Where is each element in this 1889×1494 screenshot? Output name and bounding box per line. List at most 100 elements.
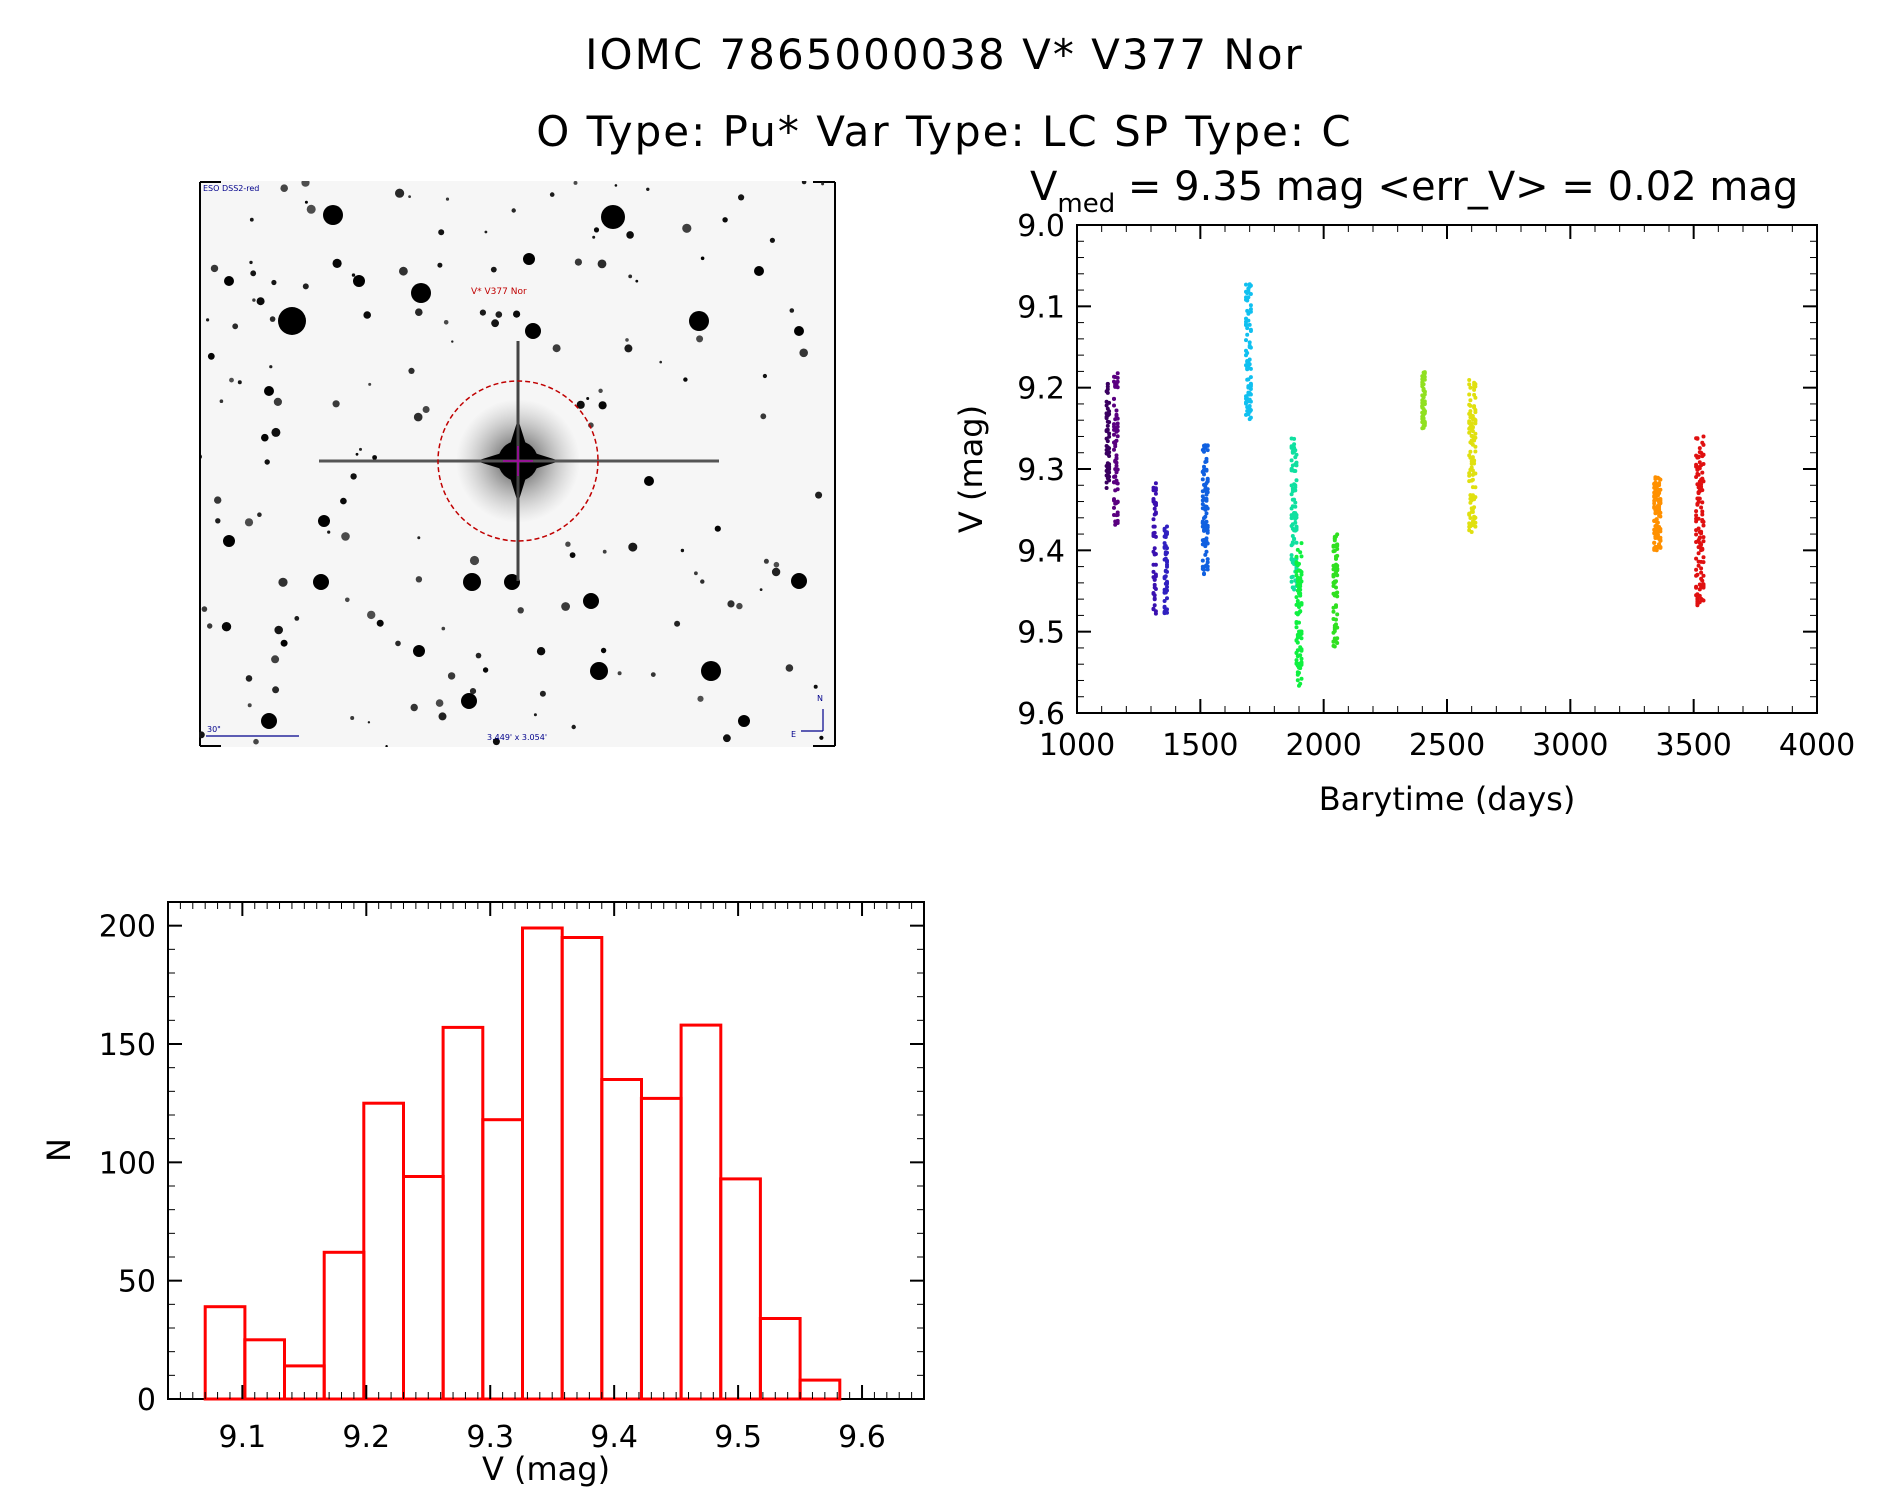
light-curve-point xyxy=(1293,469,1298,473)
light-curve-point xyxy=(1151,606,1156,611)
field-star xyxy=(207,623,213,629)
light-curve-point xyxy=(1205,564,1210,569)
light-curve-point xyxy=(1422,374,1427,379)
light-curve-point xyxy=(1204,536,1209,541)
light-curve-point xyxy=(1114,463,1119,468)
light-curve-point xyxy=(1246,318,1251,323)
light-curve-point xyxy=(1467,382,1472,387)
field-star xyxy=(700,579,705,584)
light-curve-point xyxy=(1200,519,1205,524)
light-curve-point xyxy=(1655,520,1660,525)
field-star xyxy=(523,253,535,265)
light-curve-point xyxy=(1114,438,1119,443)
light-curve-point xyxy=(1700,500,1705,505)
light-curve-point xyxy=(1701,585,1706,590)
light-curve-point xyxy=(1295,640,1300,645)
field-star xyxy=(214,496,222,504)
light-curve-point xyxy=(1244,282,1248,287)
light-curve-point xyxy=(1245,351,1250,355)
field-star xyxy=(271,655,280,664)
x-tick-label: 9.5 xyxy=(714,1420,762,1455)
field-star xyxy=(482,667,489,673)
light-curve-point xyxy=(1697,446,1702,451)
light-curve-point xyxy=(1473,471,1478,476)
light-curve-point xyxy=(1468,516,1473,520)
light-curve-point xyxy=(1114,408,1119,413)
light-curve-point xyxy=(1289,553,1294,558)
light-curve-point xyxy=(1165,585,1169,589)
light-curve-point xyxy=(1292,436,1297,441)
light-curve-point xyxy=(1469,421,1474,426)
light-curve-point xyxy=(1107,450,1112,455)
light-curve-point xyxy=(1335,636,1340,641)
field-star xyxy=(598,401,607,410)
light-curve-point xyxy=(1202,572,1206,577)
light-curve-point xyxy=(1205,541,1210,546)
field-star xyxy=(367,610,376,620)
light-curve-point xyxy=(1700,488,1705,493)
light-curve-point xyxy=(1248,303,1253,308)
light-curve-point xyxy=(1473,515,1478,520)
light-curve-point xyxy=(1701,452,1706,457)
light-curve-point xyxy=(1335,590,1340,595)
light-curve-point xyxy=(1699,482,1704,487)
light-curve-point xyxy=(1107,434,1112,439)
light-curve-point xyxy=(1299,656,1304,661)
light-curve-point xyxy=(1107,409,1112,414)
field-star xyxy=(475,652,482,659)
field-star xyxy=(738,715,750,727)
light-curve-point xyxy=(1152,546,1157,551)
field-star xyxy=(561,602,570,611)
light-curve-point xyxy=(1657,481,1662,486)
light-curve-point xyxy=(1470,510,1475,514)
field-star xyxy=(674,620,681,627)
y-tick-label: 9.1 xyxy=(1017,290,1065,325)
field-star xyxy=(261,433,269,442)
field-star xyxy=(736,602,743,610)
field-star xyxy=(511,208,516,213)
y-tick-label: 9.3 xyxy=(1017,453,1065,488)
light-curve-point xyxy=(1248,408,1253,413)
light-curve-point xyxy=(1165,550,1169,555)
field-star xyxy=(323,205,343,225)
light-curve-point xyxy=(1153,510,1158,515)
field-star xyxy=(799,348,808,358)
light-curve-point xyxy=(1244,322,1248,327)
field-star xyxy=(318,515,330,527)
y-tick-label: 50 xyxy=(118,1265,156,1300)
light-curve-point xyxy=(1473,520,1478,525)
field-star xyxy=(372,455,377,460)
light-curve-point xyxy=(1658,497,1663,501)
x-tick-label: 4000 xyxy=(1779,728,1855,763)
field-star xyxy=(445,197,450,201)
light-curve-point xyxy=(1245,326,1250,331)
field-star xyxy=(395,640,401,647)
light-curve-point xyxy=(1694,519,1699,524)
light-curve-point xyxy=(1472,404,1477,409)
light-curve-point xyxy=(1248,415,1253,420)
light-curve-point xyxy=(1658,477,1663,482)
field-star xyxy=(789,308,795,313)
light-curve-point xyxy=(1104,403,1109,408)
light-curve-point xyxy=(1472,458,1477,463)
field-star xyxy=(769,237,776,243)
light-curve-point xyxy=(1335,612,1340,617)
light-curve-point xyxy=(1205,567,1210,572)
field-star xyxy=(600,647,607,654)
y-tick-label: 150 xyxy=(99,1028,156,1063)
light-curve-point xyxy=(1115,512,1120,517)
light-curve-point xyxy=(1694,462,1699,467)
histogram-bar xyxy=(322,1250,366,1401)
y-tick-label: 9.5 xyxy=(1017,616,1065,651)
light-curve-point xyxy=(1153,488,1158,493)
light-curve-point xyxy=(1701,555,1706,560)
light-curve-point xyxy=(1165,579,1169,584)
light-curve-point xyxy=(1335,625,1340,630)
light-curve-point xyxy=(1294,658,1299,663)
light-curve-point xyxy=(1293,448,1298,453)
field-star xyxy=(395,188,405,198)
field-star xyxy=(650,672,656,677)
light-curve-point xyxy=(1297,605,1301,609)
field-star xyxy=(539,690,546,697)
light-curve-point xyxy=(1115,500,1120,505)
